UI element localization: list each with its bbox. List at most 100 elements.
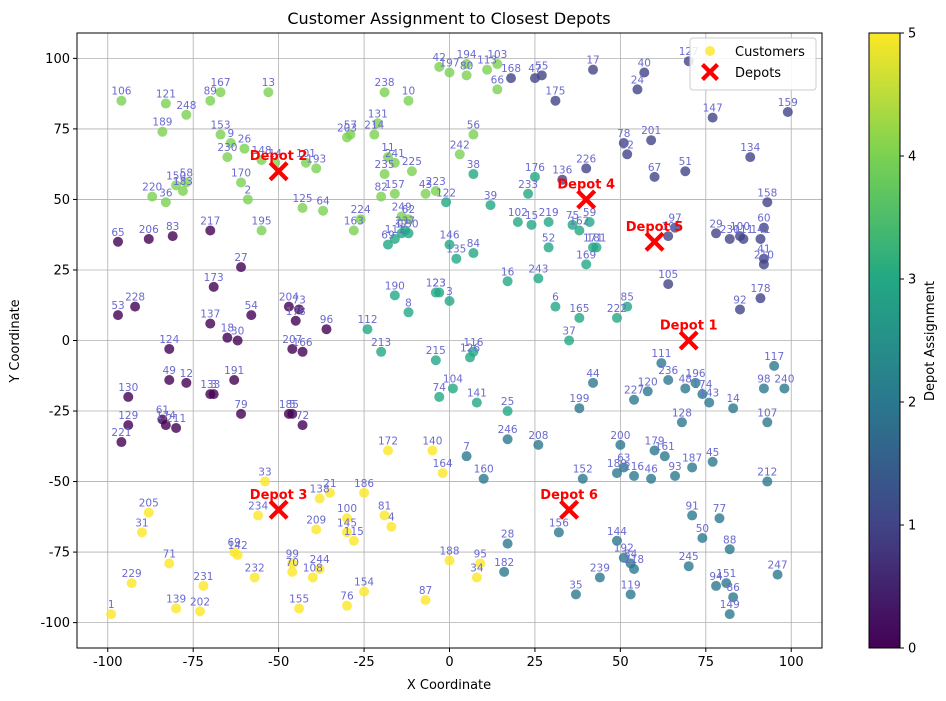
customer-point <box>502 276 513 287</box>
customer-label: 49 <box>163 365 176 377</box>
customer-point <box>389 290 400 301</box>
customer-label: 13 <box>262 77 275 89</box>
customer-point <box>321 324 332 335</box>
customer-point <box>557 174 568 185</box>
customer-label: 239 <box>590 562 610 574</box>
customer-point <box>543 242 554 253</box>
customer-label: 92 <box>733 294 746 306</box>
customer-label: 215 <box>426 345 446 357</box>
customer-label: 145 <box>337 517 357 529</box>
customer-point <box>215 87 226 98</box>
customer-label: 194 <box>457 49 477 61</box>
customer-point <box>762 476 773 487</box>
customer-label: 189 <box>152 117 172 129</box>
customer-label: 56 <box>467 120 481 132</box>
customer-label: 111 <box>385 224 405 236</box>
customer-label: 9 <box>227 128 234 140</box>
customer-label: 148 <box>252 145 272 157</box>
customer-point <box>253 510 264 521</box>
customer-label: 141 <box>750 224 770 236</box>
customer-label: 163 <box>344 215 364 227</box>
customer-label: 27 <box>234 252 247 264</box>
customer-label: 50 <box>696 523 709 535</box>
customer-point <box>287 566 298 577</box>
customer-label: 105 <box>658 269 678 281</box>
customer-label: 30 <box>231 326 244 338</box>
customer-label: 229 <box>122 568 142 580</box>
x-tick-label: -25 <box>353 655 374 670</box>
customer-point <box>758 383 769 394</box>
customer-label: 182 <box>494 557 514 569</box>
customer-label: 39 <box>484 190 497 202</box>
customer-point <box>574 403 585 414</box>
customer-label: 162 <box>569 215 589 227</box>
customer-point <box>782 106 793 117</box>
customer-label: 17 <box>395 218 408 230</box>
x-tick-label: -100 <box>93 655 123 670</box>
colorbar-tick-label: 3 <box>908 273 916 288</box>
customer-label: 79 <box>234 399 247 411</box>
customer-label: 213 <box>371 337 391 349</box>
colorbar-tick-label: 2 <box>908 396 916 411</box>
customer-point <box>618 462 629 473</box>
customer-point <box>406 166 417 177</box>
y-tick-label: 25 <box>53 263 70 278</box>
customer-point <box>721 578 732 589</box>
customer-point <box>611 312 622 323</box>
x-tick-label: 75 <box>698 655 715 670</box>
customer-label: 130 <box>118 382 138 394</box>
depot-label: Depot 1 <box>660 319 718 334</box>
customer-point <box>287 343 298 354</box>
customer-label: 61 <box>156 404 169 416</box>
customer-point <box>263 87 274 98</box>
customer-label: 129 <box>118 410 138 422</box>
customer-point <box>130 301 141 312</box>
customer-label: 7 <box>463 441 470 453</box>
x-axis-label: X Coordinate <box>407 678 491 693</box>
customer-point <box>177 185 188 196</box>
customer-label: 70 <box>286 557 299 569</box>
customer-label: 136 <box>552 165 572 177</box>
customer-point <box>478 473 489 484</box>
customer-point <box>157 126 168 137</box>
customer-point <box>485 200 496 211</box>
customer-label: 89 <box>204 86 217 98</box>
customer-point <box>461 70 472 81</box>
legend-customers-marker <box>705 46 715 56</box>
customer-label: 144 <box>607 526 627 538</box>
chart-title: Customer Assignment to Closest Depots <box>287 9 610 28</box>
customer-label: 102 <box>508 207 528 219</box>
customer-point <box>584 217 595 228</box>
customer-label: 1 <box>108 599 115 611</box>
customer-label: 115 <box>344 526 364 538</box>
customer-label: 168 <box>501 63 521 75</box>
customer-label: 143 <box>699 388 719 400</box>
customer-label: 36 <box>159 187 173 199</box>
customer-point <box>297 346 308 357</box>
customer-point <box>198 580 209 591</box>
customer-label: 91 <box>685 500 698 512</box>
customer-label: 232 <box>245 562 265 574</box>
customer-label: 192 <box>614 543 634 555</box>
customer-label: 214 <box>364 120 384 132</box>
customer-label: 131 <box>368 108 388 120</box>
customer-label: 88 <box>723 534 736 546</box>
customer-label: 82 <box>374 182 387 194</box>
customer-label: 193 <box>306 153 326 165</box>
customer-point <box>622 149 633 160</box>
customer-point <box>533 273 544 284</box>
customer-point <box>451 253 462 264</box>
customer-label: 167 <box>211 77 231 89</box>
customer-point <box>536 70 547 81</box>
customer-label: 72 <box>296 410 309 422</box>
customer-point <box>382 152 393 163</box>
customer-point <box>533 439 544 450</box>
customer-point <box>283 301 294 312</box>
customer-point <box>236 408 247 419</box>
customer-point <box>382 445 393 456</box>
customer-point <box>434 61 445 72</box>
customer-label: 155 <box>289 594 309 606</box>
customer-label: 52 <box>542 232 555 244</box>
customer-label: 12 <box>180 368 193 380</box>
customer-point <box>711 228 722 239</box>
